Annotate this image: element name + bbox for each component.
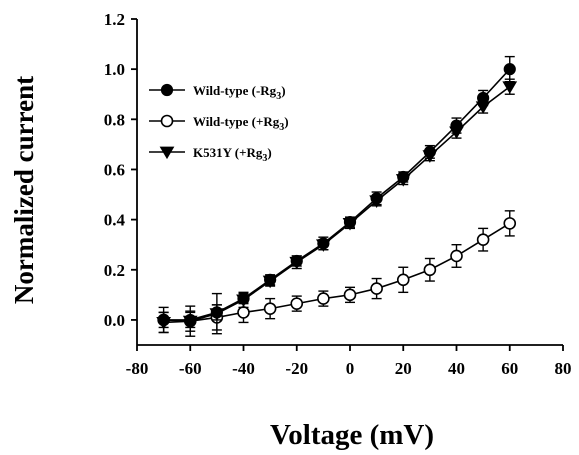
data-point bbox=[503, 217, 517, 230]
legend-item: K531Y (+Rg3) bbox=[149, 145, 272, 164]
x-tick-label: 80 bbox=[555, 359, 572, 378]
y-tick-label: 1.2 bbox=[104, 10, 125, 29]
data-point bbox=[317, 237, 330, 250]
data-point bbox=[290, 254, 303, 268]
y-tick-label: 0.6 bbox=[104, 160, 125, 179]
series-1 bbox=[157, 55, 516, 329]
legend-marker bbox=[160, 114, 174, 128]
legend-label: Wild-type (-Rg3) bbox=[193, 83, 286, 102]
x-tick-label: 0 bbox=[346, 359, 355, 378]
x-tick-label: 20 bbox=[395, 359, 412, 378]
data-point bbox=[450, 249, 463, 263]
data-point bbox=[210, 306, 223, 319]
data-point bbox=[184, 313, 197, 327]
y-axis: 0.0 0.2 0.4 0.6 0.8 1.0 1.2 bbox=[104, 10, 138, 345]
x-tick-label: -80 bbox=[126, 359, 149, 378]
data-point bbox=[397, 170, 410, 184]
legend-label: Wild-type (+Rg3) bbox=[193, 114, 289, 133]
plot-area bbox=[156, 55, 518, 337]
series-line bbox=[163, 68, 511, 321]
data-point bbox=[237, 292, 250, 305]
data-point bbox=[477, 91, 490, 105]
y-tick-label: 0.0 bbox=[104, 311, 125, 330]
x-tick-label: 40 bbox=[448, 359, 465, 378]
data-point bbox=[476, 233, 490, 246]
x-axis: -80 -60 -40 -20 0 20 40 60 80 bbox=[126, 344, 572, 378]
data-point bbox=[237, 306, 250, 319]
data-point bbox=[343, 288, 357, 302]
legend: Wild-type (-Rg3) Wild-type (+Rg3) K531Y (+… bbox=[149, 83, 289, 164]
data-point bbox=[396, 273, 410, 287]
y-tick-label: 0.2 bbox=[104, 261, 125, 280]
data-point bbox=[264, 273, 277, 286]
legend-marker bbox=[159, 146, 175, 160]
x-tick-label: -40 bbox=[232, 359, 255, 378]
y-tick-label: 0.4 bbox=[104, 211, 126, 230]
legend-item: Wild-type (+Rg3) bbox=[149, 114, 289, 133]
x-axis-title: Voltage (mV) bbox=[270, 419, 434, 451]
series-2 bbox=[157, 210, 517, 337]
x-tick-label: 60 bbox=[501, 359, 518, 378]
data-point bbox=[423, 145, 436, 159]
x-tick-label: -20 bbox=[285, 359, 308, 378]
x-tick-label: -60 bbox=[179, 359, 202, 378]
data-point bbox=[503, 63, 516, 76]
data-point bbox=[370, 282, 383, 295]
data-point bbox=[370, 192, 383, 205]
y-tick-label: 0.8 bbox=[104, 110, 125, 129]
data-point bbox=[450, 119, 463, 132]
data-point bbox=[263, 302, 277, 315]
data-point bbox=[423, 263, 437, 277]
y-tick-label: 1.0 bbox=[104, 60, 125, 79]
data-point bbox=[317, 292, 330, 305]
data-point bbox=[343, 216, 357, 229]
legend-label: K531Y (+Rg3) bbox=[193, 145, 272, 164]
data-point bbox=[502, 81, 518, 94]
y-axis-title: Normalized current bbox=[9, 76, 39, 304]
legend-marker bbox=[160, 83, 174, 97]
data-point bbox=[290, 297, 304, 310]
legend-item: Wild-type (-Rg3) bbox=[149, 83, 286, 102]
data-point bbox=[157, 313, 170, 327]
